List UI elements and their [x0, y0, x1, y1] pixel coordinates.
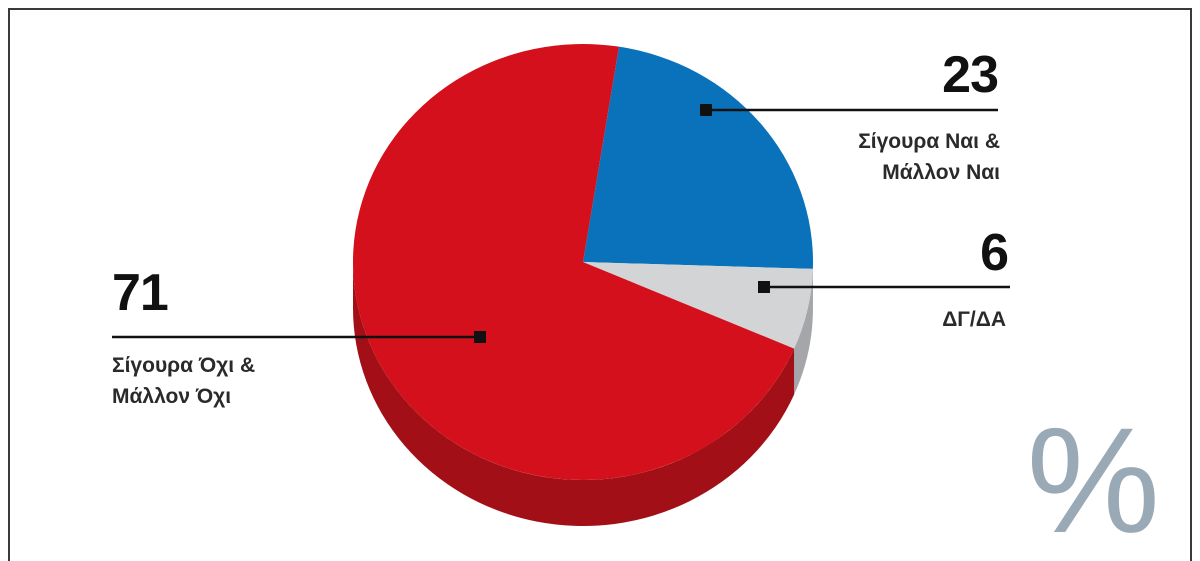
- callout-marker-1: [700, 104, 712, 116]
- pie-top-group: [352, 43, 813, 480]
- slice-value-1: 23: [942, 46, 998, 104]
- callout-marker-2: [758, 281, 770, 293]
- pie-slice-side-0-0: [353, 262, 795, 526]
- slice-label-1-line-0: Σίγουρα Ναι &: [858, 130, 1000, 153]
- slice-value-2: 6: [980, 224, 1008, 282]
- pie-slice-side-2-0: [794, 268, 813, 395]
- pie-slice-1: [583, 46, 813, 269]
- pie-side-group: [353, 262, 813, 526]
- pie-slice-2: [583, 262, 813, 349]
- percent-unit: %: [1027, 396, 1160, 561]
- slice-label-1-line-1: Μάλλον Ναι: [882, 161, 1000, 184]
- callout-group: 71 Σίγουρα Όχι & Μάλλον Όχι 23 Σίγουρα Ναι &…: [112, 46, 1010, 408]
- slice-label-0-line-1: Μάλλον Όχι: [112, 385, 231, 408]
- callout-marker-0: [474, 331, 486, 343]
- slice-value-0: 71: [112, 264, 168, 322]
- slice-label-2-line-0: ΔΓ/ΔΑ: [942, 308, 1006, 331]
- pie-slice-0: [352, 43, 795, 480]
- chart-frame: [8, 8, 1192, 561]
- slice-label-0-line-0: Σίγουρα Όχι &: [112, 354, 255, 377]
